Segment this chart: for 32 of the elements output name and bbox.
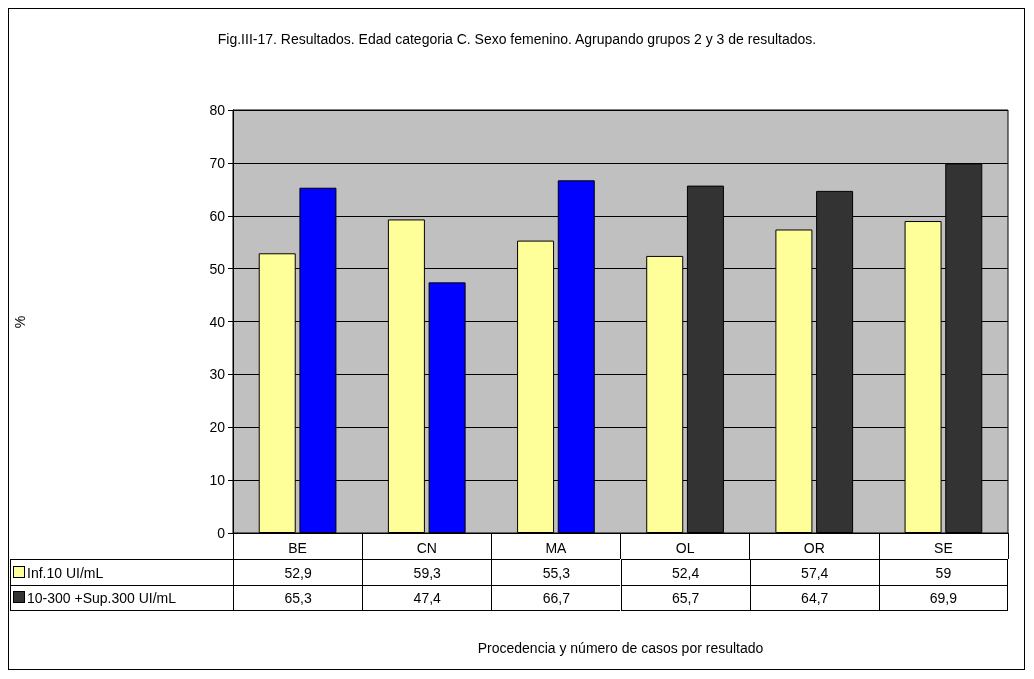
data-label: 55,3 [542,564,571,581]
data-label: 52,4 [671,564,700,581]
x-tick-label: MA [545,540,568,556]
y-tick-label: 60 [209,207,226,224]
x-tick-label: CN [416,540,437,556]
data-label: 64,7 [801,590,829,606]
data-label: 65,7 [671,590,700,606]
legend-label: 10-300 +Sup.300 UI/mL [26,590,177,606]
x-tick-label: SE [934,540,953,556]
x-tick-label: OL [675,540,695,556]
y-tick-label: 40 [209,313,226,330]
text: Procedencia y número de casos por resultado [477,640,764,656]
data-label: 52,9 [284,564,312,581]
legend-label: Inf.10 UI/mL [26,564,104,581]
chart-title: Fig.III-17. Resultados. Edad categoria C. Sexo femenino. Agrupando grupos 2 y 3 de resultados. [217,31,817,47]
data-label: 65,3 [284,590,312,606]
y-tick-label: 20 [209,419,226,436]
y-tick-label: 0 [217,525,226,541]
y-tick-label: 10 [209,472,226,489]
data-label: 47,4 [413,590,441,606]
y-tick-label: 30 [209,366,226,383]
y-tick-label: 70 [209,154,226,171]
text: % [12,315,28,329]
x-tick-label: OR [803,540,825,556]
data-label: 57,4 [801,564,829,581]
y-tick-label: 50 [209,260,226,277]
data-label: 69,9 [929,590,958,606]
x-tick-label: BE [288,540,307,556]
data-label: 59,3 [413,564,441,581]
y-tick-label: 80 [209,102,226,118]
data-label: 59 [935,564,952,581]
data-label: 66,7 [542,590,571,606]
